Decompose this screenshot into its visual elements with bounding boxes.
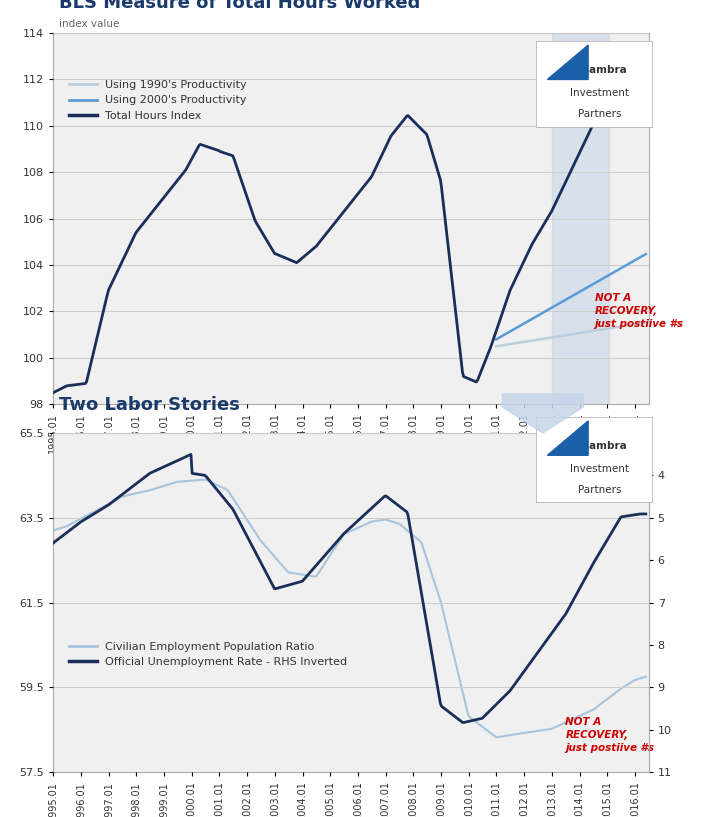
Polygon shape	[548, 421, 588, 455]
Text: Alhambra: Alhambra	[572, 65, 628, 75]
Text: Alhambra: Alhambra	[572, 440, 628, 451]
Text: BLS Measure of Total Hours Worked: BLS Measure of Total Hours Worked	[59, 0, 420, 12]
Text: NOT A
RECOVERY,
just postiive #s: NOT A RECOVERY, just postiive #s	[594, 293, 684, 329]
Legend: Civilian Employment Population Ratio, Official Unemployment Rate - RHS Inverted: Civilian Employment Population Ratio, Of…	[64, 637, 352, 672]
Text: Two Labor Stories: Two Labor Stories	[59, 396, 240, 414]
Text: Investment: Investment	[570, 464, 630, 474]
Bar	[551, 33, 609, 404]
Text: index value: index value	[59, 19, 119, 29]
Text: Partners: Partners	[578, 109, 622, 119]
Legend: Using 1990's Productivity, Using 2000's Productivity, Total Hours Index: Using 1990's Productivity, Using 2000's …	[64, 75, 252, 125]
Text: NOT A
RECOVERY,
just postiive #s: NOT A RECOVERY, just postiive #s	[565, 717, 654, 753]
Text: Partners: Partners	[578, 485, 622, 495]
Text: Investment: Investment	[570, 88, 630, 98]
Polygon shape	[548, 45, 588, 79]
